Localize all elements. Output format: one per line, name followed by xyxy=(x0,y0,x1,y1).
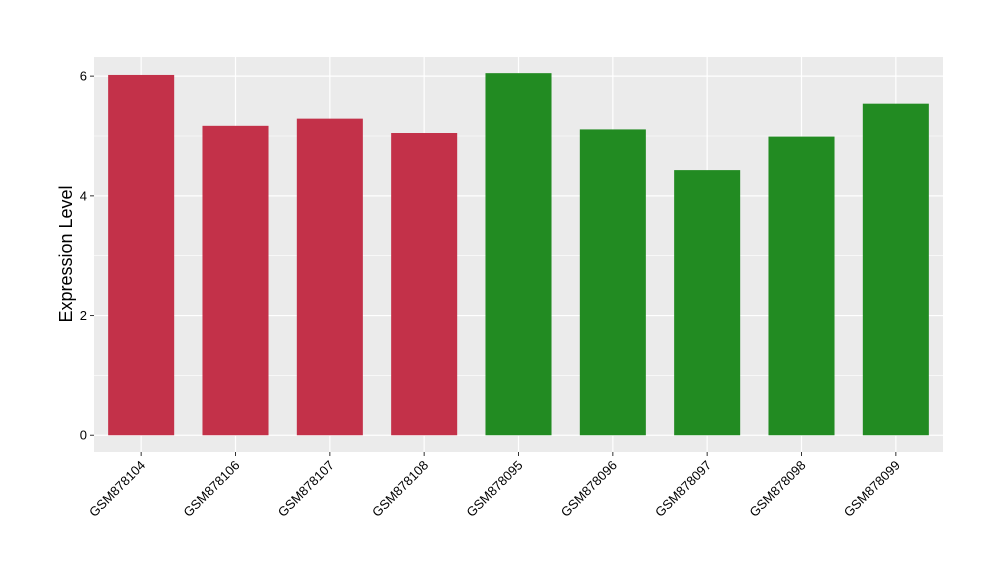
y-tick-label: 2 xyxy=(80,308,87,323)
x-tick-label: GSM878099 xyxy=(841,458,903,520)
bar-GSM878096 xyxy=(579,129,646,436)
bars xyxy=(108,73,929,436)
bar-GSM878098 xyxy=(768,136,835,436)
bar-GSM878106 xyxy=(202,125,269,436)
y-tick-label: 0 xyxy=(80,428,87,443)
x-tick-label: GSM878104 xyxy=(86,458,148,520)
bar-GSM878104 xyxy=(108,74,175,436)
x-tick-label: GSM878108 xyxy=(369,458,431,520)
x-tick-label: GSM878095 xyxy=(463,458,525,520)
bar-GSM878095 xyxy=(485,73,552,436)
x-tick-label: GSM878096 xyxy=(558,458,620,520)
y-axis-title: Expression Level xyxy=(56,185,76,322)
y-tick-label: 4 xyxy=(80,188,87,203)
x-tick-label: GSM878098 xyxy=(746,458,808,520)
y-axis: 0 2 4 6 xyxy=(80,69,94,443)
x-tick-label: GSM878107 xyxy=(275,458,337,520)
bar-GSM878108 xyxy=(391,133,458,436)
bar-GSM878099 xyxy=(862,103,929,436)
x-tick-label: GSM878106 xyxy=(180,458,242,520)
y-tick-label: 6 xyxy=(80,69,87,84)
bar-GSM878107 xyxy=(296,118,363,436)
x-tick-label: GSM878097 xyxy=(652,458,714,520)
x-axis: GSM878104 GSM878106 GSM878107 GSM878108 GSM8… xyxy=(86,452,903,520)
bar-GSM878097 xyxy=(674,170,741,436)
